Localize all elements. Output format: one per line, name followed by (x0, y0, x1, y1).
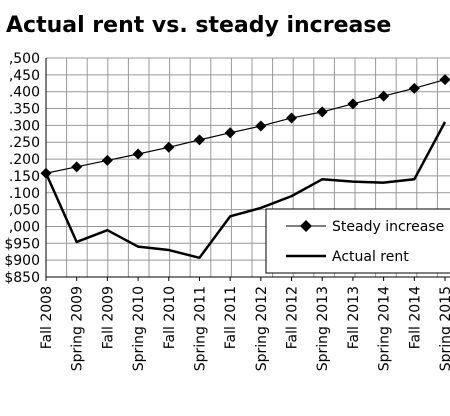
data-point-steady (163, 141, 175, 153)
y-tick-label: $950 (4, 236, 40, 252)
data-point-steady (286, 112, 298, 124)
y-tick-label: ,500 (9, 51, 40, 67)
x-tick-label: Fall 2012 (285, 286, 301, 349)
legend: Steady increase Actual rent (265, 208, 450, 274)
data-point-steady (101, 154, 113, 166)
x-tick-label: Spring 2009 (70, 286, 86, 371)
y-tick-label: ,050 (9, 203, 40, 219)
data-point-steady (193, 134, 205, 146)
y-axis: ,500,450.400.350.300.250.200.150.100,050… (4, 51, 40, 286)
data-point-steady (347, 98, 359, 110)
data-point-steady (224, 127, 236, 139)
legend-marker-steady (300, 220, 312, 232)
series-group (40, 74, 450, 260)
y-tick-label: .350 (9, 102, 40, 118)
series-line-actual (44, 121, 447, 260)
y-tick-label: .400 (9, 85, 40, 101)
x-tick-label: Fall 2008 (39, 286, 55, 349)
x-tick-label: Spring 2010 (131, 286, 147, 371)
x-tick-label: Fall 2011 (223, 286, 239, 349)
x-axis: Fall 2008 Spring 2009 Fall 2009 Spring 2010… (39, 277, 450, 371)
x-tick-label: Spring 2011 (192, 286, 208, 371)
y-tick-label: ,000 (9, 219, 40, 235)
data-point-steady (439, 74, 450, 86)
x-tick-label: Spring 2013 (315, 286, 331, 371)
x-tick-label: Fall 2013 (346, 286, 362, 349)
data-point-steady (378, 90, 390, 102)
x-tick-label: Spring 2014 (377, 286, 393, 371)
x-tick-label: Fall 2009 (100, 286, 116, 349)
data-point-steady (316, 106, 328, 118)
y-tick-label: .100 (9, 186, 40, 202)
data-point-steady (255, 120, 267, 132)
legend-label-steady: Steady increase (332, 219, 444, 235)
x-tick-label: Fall 2014 (407, 286, 423, 349)
legend-box (265, 208, 450, 274)
y-tick-label: .150 (9, 169, 40, 185)
x-tick-label: Spring 2015 (438, 286, 450, 371)
y-tick-label: .200 (9, 152, 40, 168)
y-tick-label: $900 (4, 253, 40, 269)
data-point-steady (71, 161, 83, 173)
y-tick-label: $850 (4, 270, 40, 286)
data-point-steady (408, 82, 420, 94)
data-point-steady (132, 148, 144, 160)
x-tick-label: Spring 2012 (254, 286, 270, 371)
legend-label-actual: Actual rent (332, 249, 409, 265)
chart-title: Actual rent vs. steady increase (6, 13, 391, 38)
x-tick-label: Fall 2010 (162, 286, 178, 349)
y-tick-label: .250 (9, 135, 40, 151)
y-tick-label: .300 (9, 118, 40, 134)
series-line-steady (45, 78, 446, 174)
y-tick-label: ,450 (9, 68, 40, 84)
